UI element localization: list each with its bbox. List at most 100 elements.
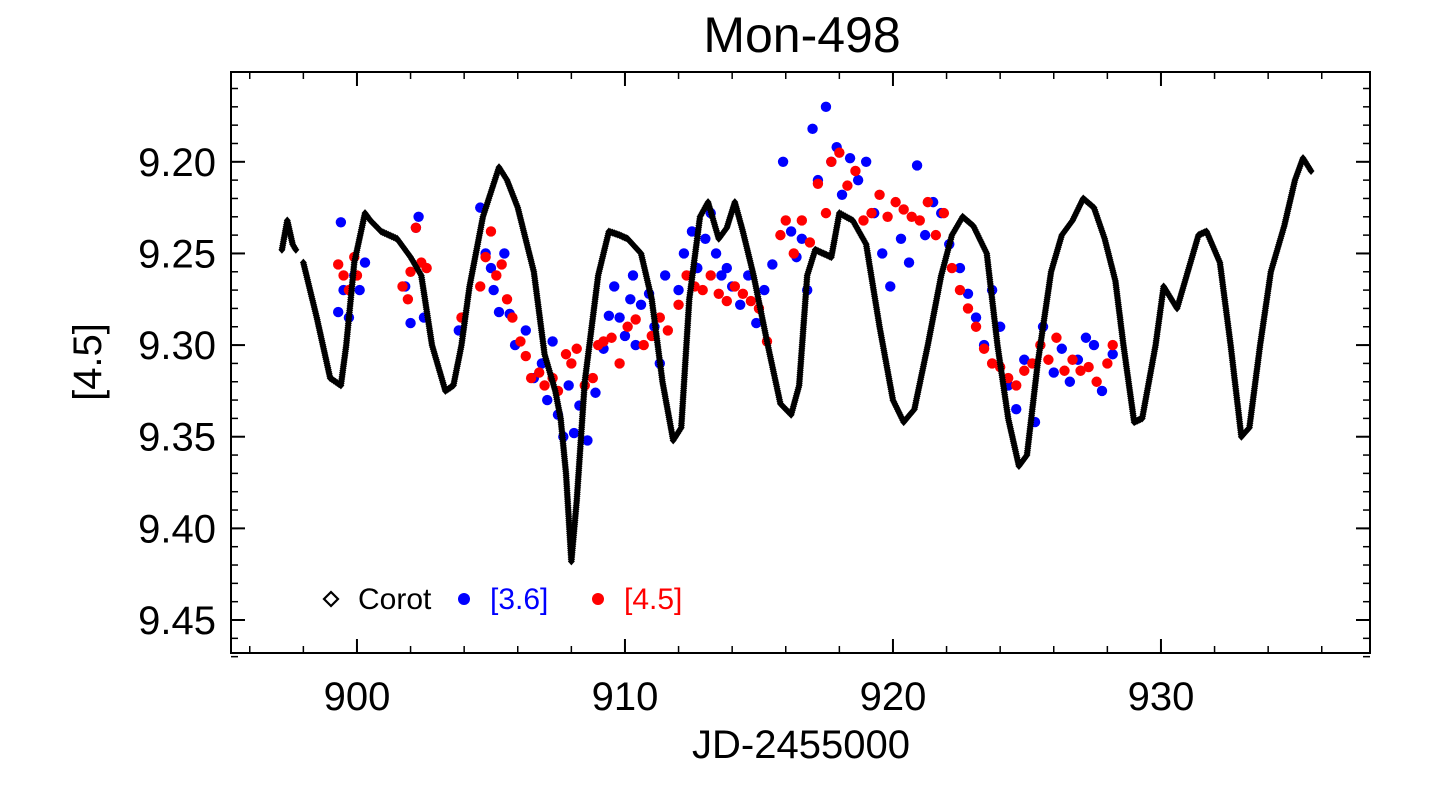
ch2-point	[496, 259, 507, 270]
ch2-point	[638, 339, 649, 351]
chart-title: Mon-498	[703, 7, 900, 63]
ch1-point	[807, 123, 818, 135]
ch1-point	[1019, 354, 1030, 365]
plot-frame	[230, 71, 1371, 654]
ch1-point	[903, 257, 915, 268]
ch2-point	[812, 178, 824, 190]
ch2-point	[826, 156, 837, 168]
legend-corot-marker	[322, 590, 340, 608]
ch1-point	[852, 174, 864, 186]
ch2-point	[598, 336, 609, 347]
ch1-point	[635, 299, 647, 310]
ch1-point	[485, 262, 497, 274]
ch2-point	[397, 281, 408, 292]
ch2-point	[906, 211, 917, 222]
ch2-point	[491, 270, 502, 281]
ch1-point	[700, 233, 711, 244]
ch1-point	[413, 211, 424, 222]
ch1-point	[716, 270, 727, 281]
ch2-point	[501, 294, 513, 305]
ch1-point	[735, 299, 746, 310]
ch2-point	[697, 284, 708, 296]
ch2-point	[507, 312, 518, 323]
ch1-point	[836, 189, 848, 200]
ch1-point	[1080, 332, 1092, 343]
ch2-point	[571, 343, 582, 354]
ch2-point	[630, 314, 641, 325]
ch2-point	[986, 358, 998, 369]
ch2-point	[850, 165, 861, 177]
ch1-point	[627, 270, 639, 281]
ch2-point	[1067, 354, 1078, 365]
axis-tick-labels: 900 910 920 930 9.20 9.25 9.30 9.35 9.40 9.45	[138, 141, 1194, 719]
ch1-point	[335, 217, 347, 228]
ch2-point	[858, 215, 869, 226]
ch1-point	[547, 336, 558, 347]
ch2-point	[713, 288, 724, 299]
ch2-point	[1011, 380, 1022, 391]
legend-ch1-marker	[458, 593, 470, 605]
ch2-point	[475, 281, 486, 292]
ch2-point	[890, 196, 901, 208]
y-tick-label: 9.25	[138, 232, 216, 276]
ch1-point	[614, 312, 625, 323]
ch1-point	[630, 339, 641, 351]
ch2-point	[405, 266, 416, 277]
x-tick-label: 920	[860, 675, 927, 719]
ch1-point	[767, 259, 778, 270]
ch1-point	[1088, 339, 1100, 351]
ch2-point	[962, 303, 974, 314]
ch2-point	[520, 350, 531, 362]
ch1-point	[970, 312, 982, 323]
ch1-point	[877, 248, 888, 259]
legend-ch1-label: [3.6]	[490, 583, 548, 616]
ch1-point	[542, 394, 553, 406]
ch2-point	[721, 295, 732, 307]
ch2-point	[970, 321, 982, 332]
y-axis-label: [4.5]	[66, 323, 110, 401]
y-tick-label: 9.40	[138, 507, 216, 551]
ch2-point	[421, 262, 432, 274]
ch2-point	[788, 248, 799, 259]
ch2-point	[780, 215, 791, 226]
ch1-point	[777, 156, 789, 168]
corot-point	[1307, 166, 1315, 175]
ch1-point	[759, 284, 770, 296]
ch2-point	[729, 281, 741, 292]
ch2-point	[1019, 365, 1030, 376]
ch1-point	[563, 380, 574, 391]
ch2-point	[587, 372, 598, 384]
ch2-point	[566, 358, 577, 369]
ch1-point	[520, 325, 531, 336]
ch1-point	[820, 101, 832, 113]
ch1-point	[885, 281, 896, 292]
ch1-point	[1107, 349, 1118, 360]
ch2-point	[1051, 332, 1062, 343]
ch2-point	[560, 349, 572, 360]
ch1-point	[568, 427, 580, 439]
ch2-point	[737, 288, 749, 299]
ch1-point	[962, 288, 974, 299]
axis-ticks	[231, 72, 1370, 658]
ch2-point	[1003, 372, 1014, 384]
y-tick-label: 9.20	[138, 141, 216, 185]
ch1-point	[1064, 376, 1076, 387]
ch1-point	[488, 284, 499, 296]
ch1-point	[796, 233, 808, 244]
ch2-point	[662, 325, 674, 336]
ch2-point	[1075, 365, 1086, 376]
ch2-point	[606, 332, 617, 343]
ch2-point	[930, 229, 942, 241]
ch2-point	[705, 270, 716, 281]
ch1-point	[609, 281, 620, 292]
corot-point	[292, 245, 300, 254]
ch1-point	[673, 284, 684, 296]
ch2-point	[874, 189, 885, 200]
legend-ch2-marker	[592, 593, 604, 605]
ch1-point	[678, 248, 690, 259]
ch2-point	[842, 180, 853, 191]
ch2-point	[946, 262, 958, 274]
x-tick-label: 910	[592, 675, 659, 719]
ch2-point	[834, 147, 845, 158]
ch2-point	[1102, 358, 1113, 369]
